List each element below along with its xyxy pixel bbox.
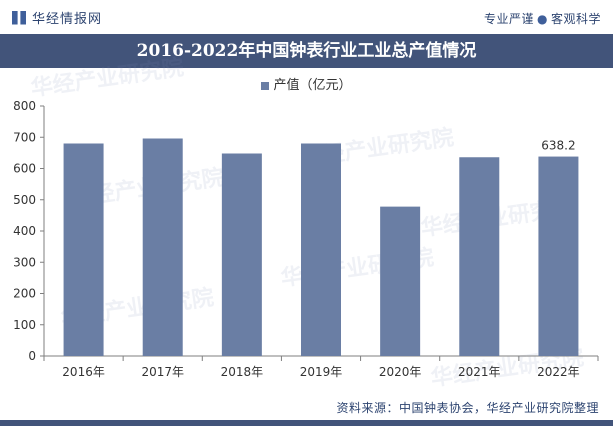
y-tick-label: 600: [13, 162, 36, 176]
bullet-icon: ●: [537, 12, 548, 26]
brand-logo: 华经情报网: [12, 8, 102, 27]
y-tick-label: 400: [13, 224, 36, 238]
data-label: 638.2: [541, 139, 575, 153]
y-tick-label: 200: [13, 287, 36, 301]
y-tick-label: 0: [28, 349, 36, 363]
y-tick-label: 800: [13, 99, 36, 113]
tagline-left: 专业严谨: [483, 12, 534, 26]
logo-text: 华经情报网: [32, 12, 103, 27]
x-tick-label: 2018年: [221, 365, 264, 379]
y-tick-label: 700: [13, 130, 36, 144]
bar: [142, 138, 183, 356]
bar: [538, 156, 579, 356]
x-tick-label: 2019年: [300, 365, 343, 379]
tagline: 专业严谨 ● 客观科学: [484, 10, 601, 27]
x-tick-label: 2016年: [62, 365, 105, 379]
y-tick-label: 300: [13, 255, 36, 269]
bottom-rule: [0, 420, 613, 426]
legend-label: 产值（亿元）: [273, 78, 352, 93]
legend-swatch: [261, 81, 270, 90]
chart-title: 2016-2022年中国钟表行业工业总产值情况: [136, 41, 477, 61]
bar: [63, 143, 104, 356]
bar: [459, 157, 500, 356]
x-tick-label: 2020年: [379, 365, 422, 379]
x-tick-label: 2017年: [141, 365, 184, 379]
title-bar: 2016-2022年中国钟表行业工业总产值情况: [0, 34, 613, 68]
y-tick-label: 500: [13, 193, 36, 207]
x-tick-label: 2022年: [537, 365, 580, 379]
chart-legend: 产值（亿元）: [0, 74, 613, 93]
tagline-right: 客观科学: [550, 12, 601, 26]
source-note: 资料来源：中国钟表协会，华经产业研究院整理: [336, 401, 599, 415]
y-tick-label: 100: [13, 318, 36, 332]
bar: [221, 153, 262, 356]
bar: [301, 143, 341, 356]
bar: [380, 206, 421, 356]
top-bar: 华经情报网 专业严谨 ● 客观科学: [0, 0, 613, 34]
x-tick-label: 2021年: [458, 365, 501, 379]
